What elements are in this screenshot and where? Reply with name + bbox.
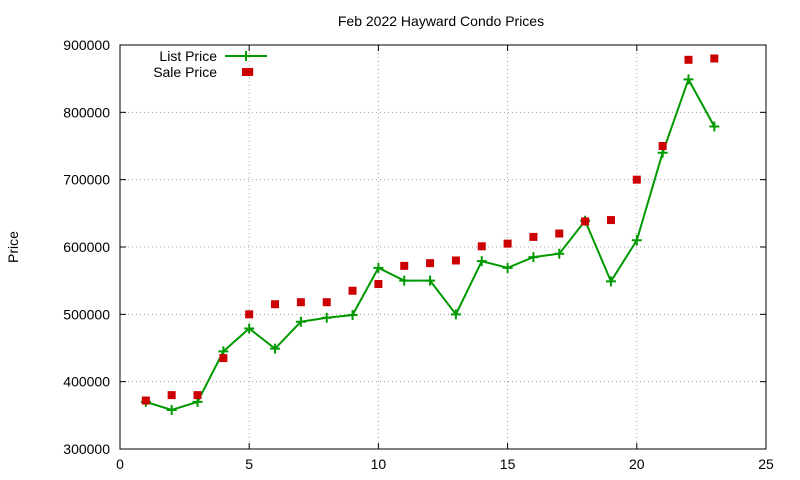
plot-frame — [119, 44, 767, 450]
list-price-point — [631, 235, 642, 246]
list-price-point — [605, 276, 616, 287]
sale-price-point — [477, 242, 486, 251]
chart-title: Feb 2022 Hayward Condo Prices — [338, 13, 544, 29]
legend-label: List Price — [159, 48, 217, 64]
legend-square-swatch — [242, 68, 250, 76]
list-price-point — [373, 262, 384, 273]
list-price-point — [502, 262, 513, 273]
sale-price-point — [400, 261, 409, 270]
y-tick-label: 400000 — [63, 374, 110, 390]
sale-price-point — [606, 216, 615, 225]
list-price-point — [321, 312, 332, 323]
legend-label: Sale Price — [153, 64, 217, 80]
sale-price-point — [451, 256, 460, 265]
series-1 — [141, 54, 719, 405]
list-price-point — [709, 121, 720, 132]
sale-price-point — [141, 396, 150, 405]
sale-price-point — [193, 391, 202, 400]
list-price-point — [244, 323, 255, 334]
y-tick-label: 500000 — [63, 306, 110, 322]
list-price-point — [450, 309, 461, 320]
grid — [120, 45, 766, 449]
x-tick-label: 5 — [245, 456, 253, 472]
sale-price-point — [219, 354, 228, 363]
sale-price-point — [348, 286, 357, 295]
sale-price-point — [632, 175, 641, 184]
sale-price-point — [555, 229, 564, 238]
sale-price-point — [710, 54, 719, 63]
x-tick-label: 20 — [629, 456, 645, 472]
sale-price-point — [529, 232, 538, 241]
y-tick-label: 600000 — [63, 239, 110, 255]
list-price-point — [476, 256, 487, 267]
sale-price-point — [503, 239, 512, 248]
list-price-point — [554, 248, 565, 259]
sale-price-point — [426, 259, 435, 268]
sale-price-point — [322, 298, 331, 307]
list-price-point — [399, 275, 410, 286]
sale-price-point — [581, 217, 590, 226]
list-price-point — [166, 404, 177, 415]
x-tick-label: 25 — [758, 456, 774, 472]
list-price-point — [683, 74, 694, 85]
series-0 — [140, 74, 720, 415]
sale-price-point — [296, 298, 305, 307]
sale-price-point — [271, 300, 280, 309]
list-price-point — [528, 252, 539, 263]
x-tick-label: 0 — [116, 456, 124, 472]
y-axis-label: Price — [5, 231, 21, 263]
y-tick-label: 300000 — [63, 441, 110, 457]
list-price-line — [145, 76, 716, 411]
sale-price-point — [245, 310, 254, 319]
tick-labels: 0 5 10 15 20 25 300000 400000 500000 600000 700000… — [63, 37, 774, 472]
y-tick-label: 900000 — [63, 37, 110, 53]
y-tick-label: 700000 — [63, 172, 110, 188]
sale-price-point — [374, 280, 383, 289]
sale-price-point — [658, 142, 667, 150]
sale-price-point — [684, 55, 693, 64]
data-series — [140, 54, 720, 415]
legend-cross-swatch — [241, 51, 251, 61]
list-price-point — [425, 275, 436, 286]
x-tick-label: 15 — [500, 456, 516, 472]
list-price-point — [270, 343, 281, 354]
sale-price-point — [167, 391, 176, 400]
list-price-point — [295, 316, 306, 327]
x-tick-label: 10 — [371, 456, 387, 472]
y-tick-label: 800000 — [63, 104, 110, 120]
list-price-point — [347, 310, 358, 321]
